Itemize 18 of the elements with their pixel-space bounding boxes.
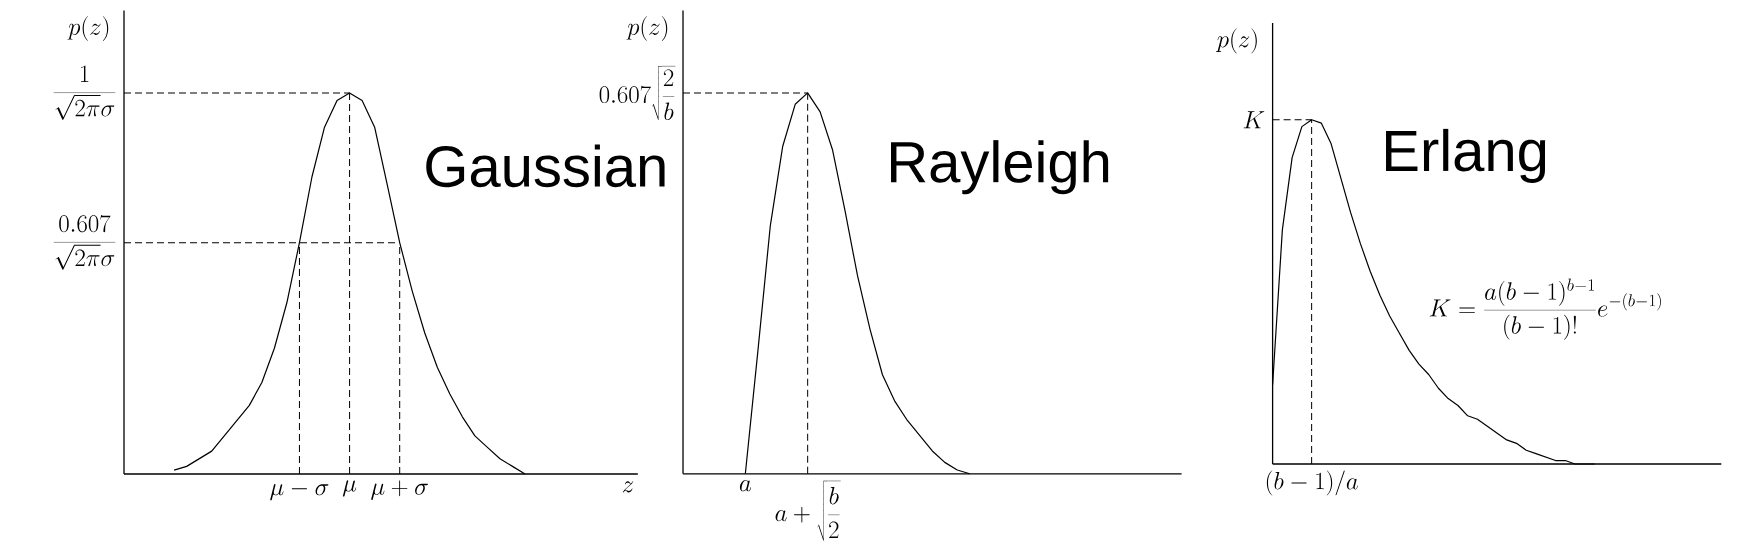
text: Gaussian bbox=[426, 144, 665, 188]
chart-title: Erlang bbox=[1386, 128, 1546, 183]
x-axis-title: $z$ bbox=[622, 481, 634, 493]
x-tick-label: $\mu - \sigma$ bbox=[270, 484, 329, 501]
y-axis-title: $p(z)$ bbox=[67, 16, 109, 41]
y-axis-title: $p(z)$ bbox=[626, 16, 668, 41]
ref-line-label: $0.607\sqrt{\frac{2}{b}}$ bbox=[599, 66, 676, 121]
x-tick-label: $a + \sqrt{\frac{b}{2}}$ bbox=[775, 480, 841, 541]
text: Rayleigh bbox=[891, 140, 1109, 195]
annotation: $K = \frac{a(b-1)^{b-1}}{(b-1)!}e^{-(b-1)}$ bbox=[1429, 278, 1661, 340]
x-tick-label: $\mu$ bbox=[342, 480, 357, 497]
x-tick-label: $\mu + \sigma$ bbox=[371, 480, 428, 500]
text: $(b-1)/a$ bbox=[1266, 470, 1358, 496]
ref-line-label: $\frac{0.607}{\sqrt{2\pi}\sigma}$ bbox=[53, 214, 116, 270]
ref-line-label: $K$ bbox=[1243, 111, 1265, 129]
x-tick-label: $a$ bbox=[739, 480, 751, 492]
y-axis-title: $p(z)$ bbox=[1216, 28, 1257, 54]
ref-line-label: $\frac{1}{\sqrt{2\pi}\sigma}$ bbox=[53, 65, 116, 120]
